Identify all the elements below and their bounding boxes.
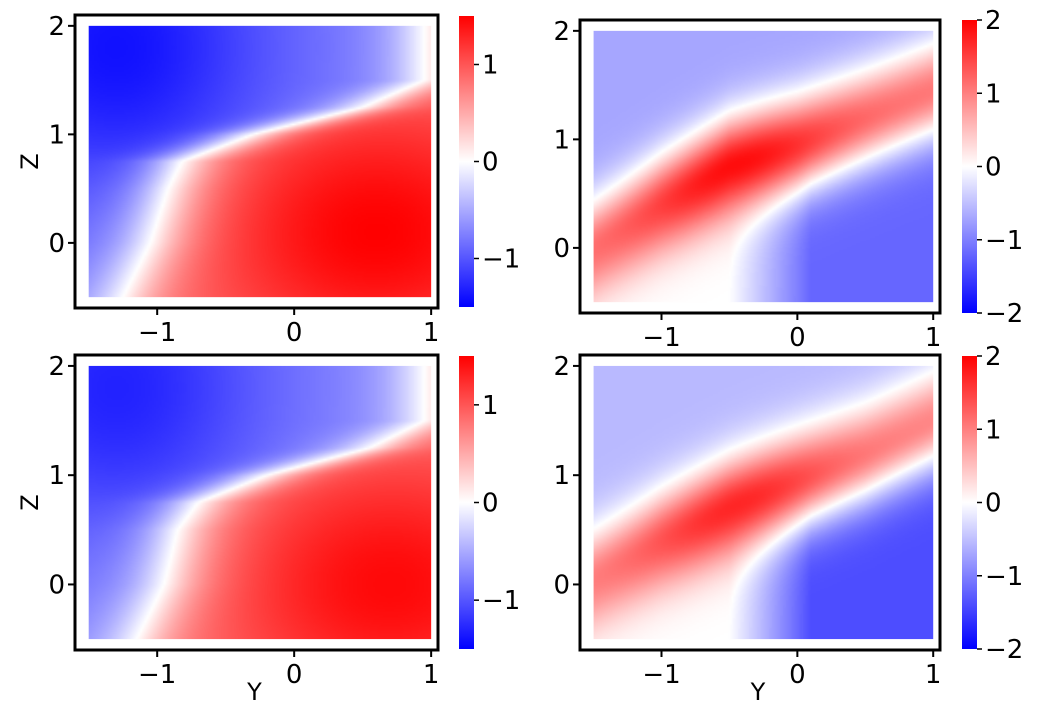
axes-frame	[73, 353, 440, 652]
x-axis-label: Y	[750, 678, 766, 706]
y-tick-label: 0	[48, 229, 65, 259]
axes-frame	[73, 13, 440, 310]
heatmap-image	[88, 365, 432, 640]
x-tick-label: 0	[789, 660, 806, 690]
heatmap-image	[88, 25, 432, 298]
panel-bottom-right: −1 0 1 0 1 2 Y −2 −1 0 1 2	[553, 342, 1023, 706]
colorbar	[962, 356, 977, 649]
x-tick-label: 1	[423, 318, 440, 348]
colorbar-tick-label: 0	[985, 153, 1002, 183]
y-tick-label: 1	[553, 125, 570, 155]
colorbar-tick-label: −1	[482, 586, 520, 616]
colorbar-tick-label: −2	[985, 635, 1023, 665]
x-tick-label: 0	[286, 660, 303, 690]
x-tick-label: 1	[925, 660, 942, 690]
x-tick-label: −1	[642, 660, 680, 690]
colorbar	[962, 20, 977, 313]
colorbar-tick-label: 1	[985, 415, 1002, 445]
colorbar-tick-label: −2	[985, 299, 1023, 329]
y-tick-label: 0	[48, 570, 65, 600]
y-tick-label: 1	[48, 120, 65, 150]
colorbar-tick-label: 0	[482, 148, 499, 178]
colorbar-tick-label: −1	[985, 562, 1023, 592]
panel-bottom-left: −1 0 1 0 1 2 Z Y −1 0 1	[16, 352, 520, 706]
x-tick-label: 0	[286, 318, 303, 348]
colorbar-tick-label: 0	[985, 489, 1002, 519]
y-tick-label: 1	[553, 461, 570, 491]
colorbar-tick-label: 1	[985, 79, 1002, 109]
x-tick-label: −1	[642, 323, 680, 353]
y-tick-label: 2	[553, 352, 570, 382]
x-tick-label: 1	[423, 660, 440, 690]
heatmap-image	[593, 30, 934, 303]
axes-frame	[578, 353, 942, 652]
colorbar-tick-label: −1	[482, 245, 520, 275]
x-tick-label: 0	[789, 323, 806, 353]
y-axis-label: Z	[16, 153, 44, 169]
x-tick-label: 1	[925, 323, 942, 353]
colorbar	[459, 16, 474, 307]
y-axis-label: Z	[16, 494, 44, 510]
y-tick-label: 0	[553, 234, 570, 264]
colorbar-tick-label: 2	[985, 342, 1002, 372]
axes-frame	[578, 18, 942, 315]
y-tick-label: 0	[553, 570, 570, 600]
y-tick-label: 2	[48, 12, 65, 42]
panel-top-left: −1 0 1 0 1 2 Z −1 0 1	[16, 12, 520, 348]
colorbar-tick-label: 2	[985, 6, 1002, 36]
y-tick-label: 2	[48, 352, 65, 382]
x-tick-label: −1	[138, 660, 176, 690]
colorbar-tick-label: 1	[482, 51, 499, 81]
y-tick-label: 2	[553, 17, 570, 47]
heatmap-image	[593, 365, 934, 640]
y-tick-label: 1	[48, 461, 65, 491]
colorbar	[459, 356, 474, 649]
colorbar-tick-label: 0	[482, 489, 499, 519]
colorbar-tick-label: 1	[482, 391, 499, 421]
panel-top-right: −1 0 1 0 1 2 −2 −1 0 1 2	[553, 6, 1023, 353]
x-axis-label: Y	[246, 678, 262, 706]
x-tick-label: −1	[138, 318, 176, 348]
colorbar-tick-label: −1	[985, 226, 1023, 256]
